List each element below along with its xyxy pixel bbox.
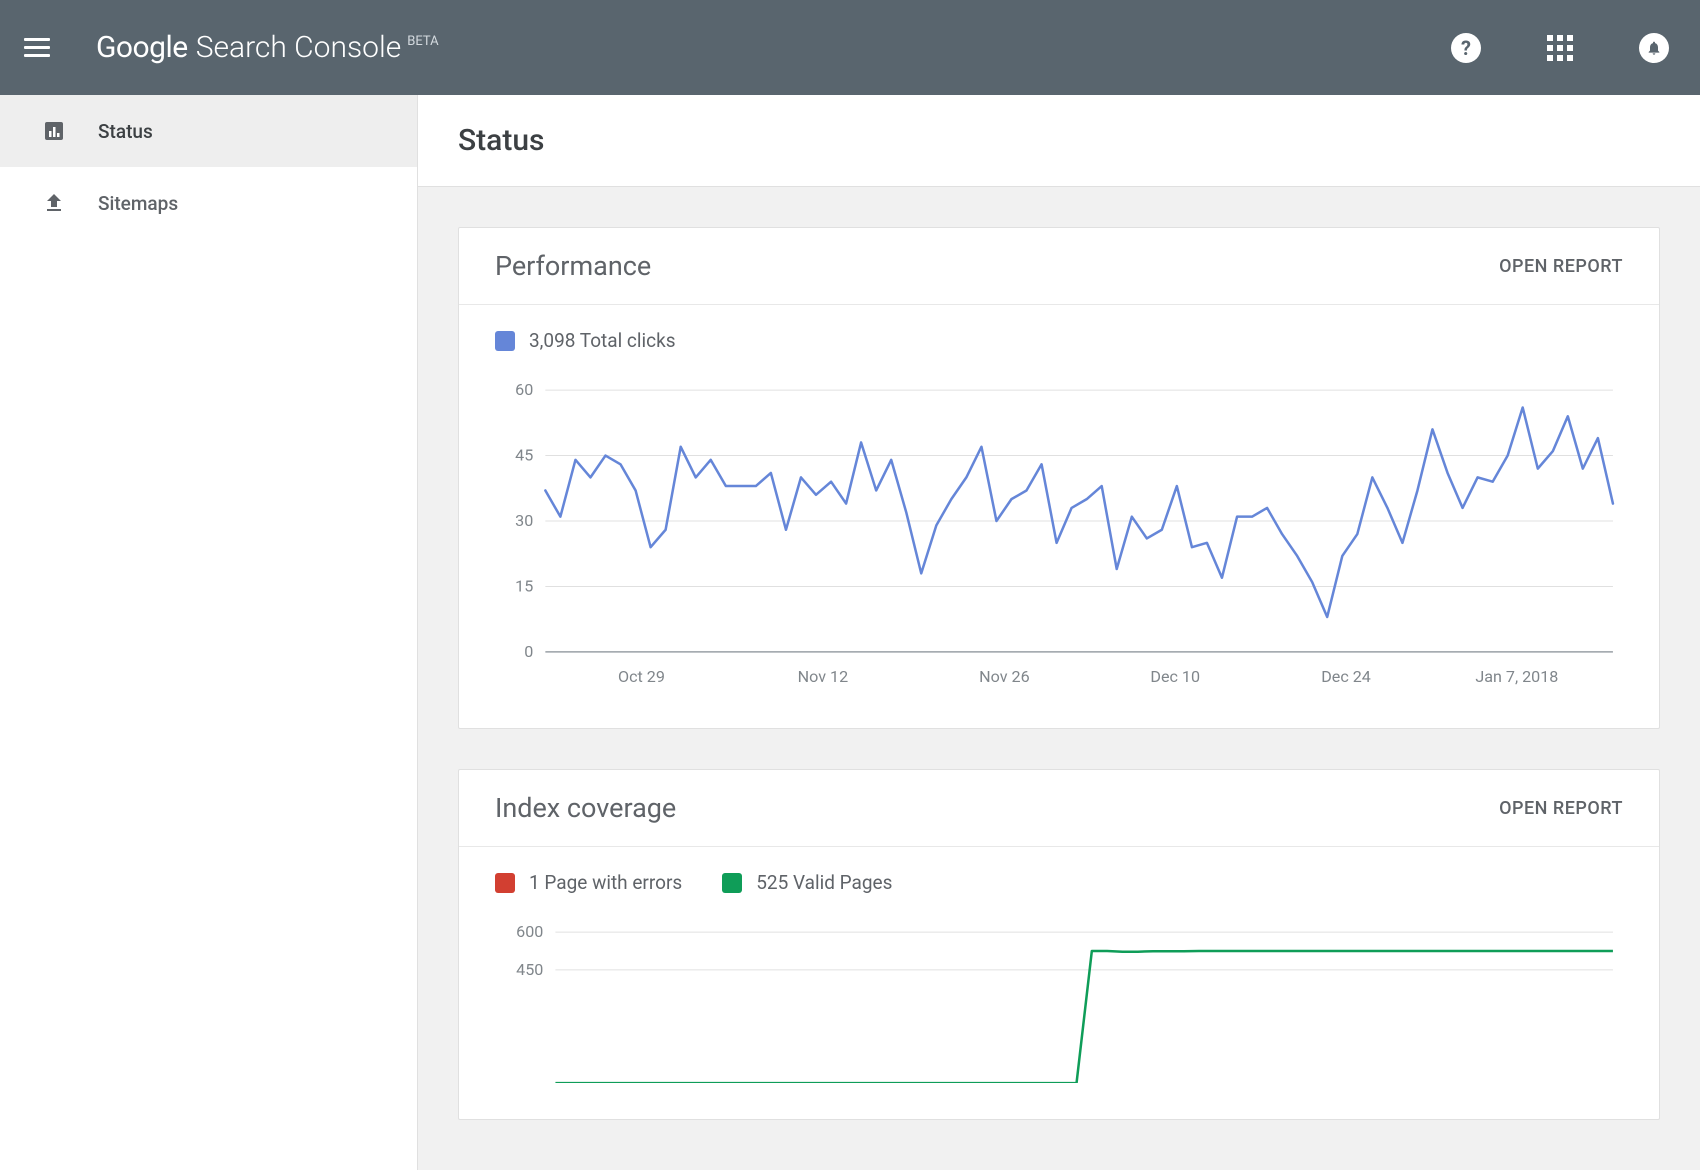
legend-swatch	[495, 873, 515, 893]
legend-label: 525 Valid Pages	[756, 871, 892, 894]
svg-text:60: 60	[515, 380, 533, 399]
legend-item: 3,098 Total clicks	[495, 329, 676, 352]
coverage-legend: 1 Page with errors 525 Valid Pages	[459, 847, 1659, 902]
sidebar-item-sitemaps[interactable]: Sitemaps	[0, 167, 417, 239]
legend-swatch	[722, 873, 742, 893]
svg-text:Nov 26: Nov 26	[979, 667, 1029, 686]
sidebar: Status Sitemaps	[0, 95, 418, 1170]
legend-label: 1 Page with errors	[529, 871, 682, 894]
help-icon[interactable]: ?	[1444, 26, 1488, 70]
bar-chart-icon	[40, 117, 68, 145]
svg-text:15: 15	[515, 576, 533, 595]
open-report-button[interactable]: OPEN REPORT	[1499, 256, 1623, 277]
apps-icon[interactable]	[1538, 26, 1582, 70]
svg-text:Dec 24: Dec 24	[1321, 667, 1371, 686]
legend-item: 1 Page with errors	[495, 871, 682, 894]
legend-label: 3,098 Total clicks	[529, 329, 676, 352]
page-title: Status	[458, 123, 1660, 158]
svg-text:450: 450	[516, 960, 543, 979]
page-title-bar: Status	[418, 95, 1700, 187]
main-content: Status Performance OPEN REPORT 3,098 Tot…	[418, 95, 1700, 1170]
legend-swatch	[495, 331, 515, 351]
index-coverage-card: Index coverage OPEN REPORT 1 Page with e…	[458, 769, 1660, 1120]
svg-text:30: 30	[515, 511, 533, 530]
notifications-icon[interactable]	[1632, 26, 1676, 70]
coverage-chart: 450 600	[495, 922, 1623, 1083]
svg-text:Dec 10: Dec 10	[1150, 667, 1200, 686]
svg-text:0: 0	[524, 642, 533, 661]
sidebar-item-status[interactable]: Status	[0, 95, 417, 167]
sidebar-item-label: Status	[98, 120, 153, 143]
logo-beta-badge: BETA	[407, 34, 438, 49]
menu-icon[interactable]	[24, 32, 56, 64]
logo-product-text: Search Console	[196, 30, 402, 65]
performance-chart: 0 15 30 45 60 Oct 29 Nov 12 Nov 26 Dec 10 Dec 24 J…	[495, 380, 1623, 692]
card-title: Performance	[495, 250, 651, 282]
app-header: Google Search Console BETA ?	[0, 0, 1700, 95]
upload-icon	[40, 189, 68, 217]
performance-card: Performance OPEN REPORT 3,098 Total clic…	[458, 227, 1660, 729]
svg-text:Nov 12: Nov 12	[798, 667, 848, 686]
logo-google-text: Google	[96, 30, 188, 65]
svg-text:600: 600	[516, 922, 543, 941]
sidebar-item-label: Sitemaps	[98, 192, 178, 215]
open-report-button[interactable]: OPEN REPORT	[1499, 798, 1623, 819]
performance-legend: 3,098 Total clicks	[459, 305, 1659, 360]
svg-text:Jan 7, 2018: Jan 7, 2018	[1475, 667, 1558, 686]
svg-text:Oct 29: Oct 29	[618, 667, 665, 686]
legend-item: 525 Valid Pages	[722, 871, 892, 894]
app-logo[interactable]: Google Search Console BETA	[96, 30, 439, 65]
svg-text:45: 45	[515, 446, 533, 465]
card-title: Index coverage	[495, 792, 676, 824]
